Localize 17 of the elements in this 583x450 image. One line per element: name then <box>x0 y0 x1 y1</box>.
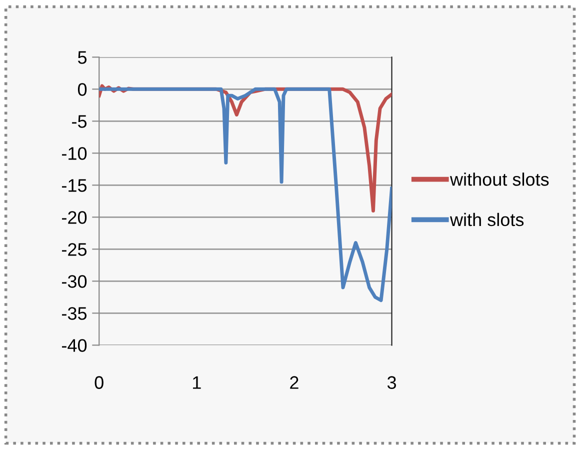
y-tick-label: -35 <box>62 307 87 320</box>
y-tick-label: -15 <box>62 179 87 192</box>
y-tick-label: -40 <box>62 339 87 352</box>
y-tick-label: -5 <box>72 115 87 128</box>
y-tick-label: -10 <box>62 147 87 160</box>
y-tick-label: 5 <box>78 51 87 64</box>
y-tick-label: 0 <box>78 83 87 96</box>
y-tick-label: -20 <box>62 211 87 224</box>
legend-label: without slots <box>450 172 549 186</box>
line-series <box>99 87 392 302</box>
y-tick-label: -25 <box>62 243 87 256</box>
x-tick-label: 0 <box>94 376 104 389</box>
x-tick-label: 1 <box>193 376 201 389</box>
x-tick-label: 3 <box>387 376 396 389</box>
x-tick-label: 2 <box>290 376 298 389</box>
legend-label: with slots <box>450 212 524 226</box>
y-tick-label: -30 <box>62 275 87 288</box>
